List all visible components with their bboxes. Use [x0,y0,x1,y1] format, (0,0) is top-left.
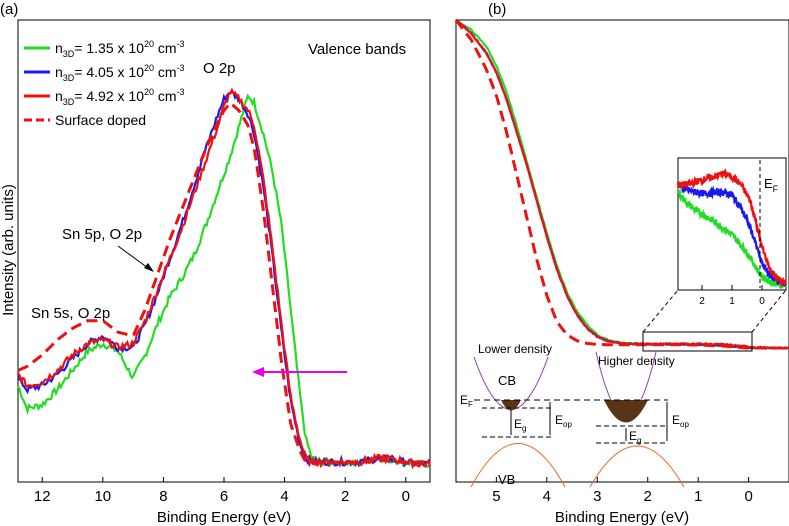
vb-curve-right [589,445,685,488]
panel-a-legend: n3D= 1.35 x 1020 cm-3 n3D= 4.05 x 1020 cm… [24,39,185,128]
panel-b-label: (b) [488,1,506,18]
panel-b-x-tick-label: 5 [492,488,500,505]
inset-x-tick-label: 2 [699,296,705,307]
inset-series-0 [676,187,788,290]
panel-a-x-tick-label: 12 [34,488,51,505]
panel-a: (a) 12 10 8 6 4 2 0 Binding Energy (eV) Intens… [0,1,432,526]
legend-entry-2: n3D= 4.92 x 1020 cm-3 [55,87,185,107]
legend-entry-0: n3D= 1.35 x 1020 cm-3 [55,39,185,59]
valence-bands-label: Valence bands [308,41,406,58]
annotation-arrow-line [117,245,149,269]
panel-a-label: (a) [0,1,18,18]
panel-b-x-tick-label: 1 [694,488,702,505]
panel-a-x-tick-label: 6 [220,488,228,505]
inset-x-tick-label: 0 [759,296,765,307]
legend-entry-3: Surface doped [55,112,146,128]
panel-b-frame [455,19,789,483]
panel-a-series-3 [17,101,430,464]
band-diagram: Lower density Higher density CB VB EF Eg… [460,342,689,488]
inset-x-ticks: 2 1 0 [699,285,765,307]
panel-a-series-1 [17,89,431,468]
eop-label-left: Eop [555,413,572,429]
eop-label-right: Eop [672,413,689,429]
eg-label-right: Eg [629,429,641,445]
cb-label: CB [498,373,516,388]
legend-entry-1: n3D= 4.05 x 1020 cm-3 [55,63,185,83]
inset-series [676,168,788,290]
inset-x-tick-label: 1 [729,296,735,307]
panel-a-x-axis-label: Binding Energy (eV) [157,509,291,526]
eg-label-left: Eg [514,417,526,433]
panel-a-y-axis-label: Intensity (arb. units) [0,184,17,316]
panel-a-series-0 [16,93,431,469]
vb-label: VB [498,472,515,487]
annotation-o2p: O 2p [203,60,236,77]
panel-a-x-tick-label: 10 [94,488,111,505]
panel-a-series [16,87,432,470]
inset-ef-label: EF [764,176,779,194]
panel-a-x-tick-label: 8 [159,488,167,505]
panel-b-x-tick-label: 3 [593,488,601,505]
ef-label: EF [460,393,473,409]
panel-b-series [454,18,789,351]
panel-a-x-tick-label: 0 [402,488,410,505]
panel-b-x-ticks: 5 4 3 2 1 0 [492,477,753,505]
panel-a-x-tick-label: 4 [280,488,288,505]
cb-filling-left [501,400,521,411]
panel-b-series-3 [454,19,789,350]
panel-b-x-tick-label: 2 [644,488,652,505]
zoom-region-box [642,331,753,352]
annotation-sn5p-o2p: Sn 5p, O 2p [62,226,142,243]
zoom-connector-left [642,289,679,333]
panel-b-x-axis-label: Binding Energy (eV) [555,509,689,526]
cb-filling-right [604,400,648,423]
panel-b-x-tick-label: 4 [543,488,551,505]
shift-arrowhead [252,367,264,377]
inset-series-1 [676,182,787,288]
annotation-sn5s-o2p: Sn 5s, O 2p [31,305,110,322]
vb-curve-left [470,443,566,488]
fermi-edge-inset: EF 2 1 0 [676,157,788,307]
panel-a-series-2 [17,87,432,470]
lower-density-label: Lower density [478,342,552,356]
inset-series-2 [676,168,788,288]
panel-a-x-tick-label: 2 [341,488,349,505]
panel-a-x-ticks: 12 10 8 6 4 2 0 [34,477,410,505]
higher-density-label: Higher density [598,354,675,368]
zoom-connector-right [751,289,787,333]
panel-b: (b) 5 4 3 2 1 0 Binding Energy (eV) EF 2 1 0 Lo… [454,1,789,526]
panel-b-x-tick-label: 0 [744,488,752,505]
annotation-arrowhead [144,263,154,272]
